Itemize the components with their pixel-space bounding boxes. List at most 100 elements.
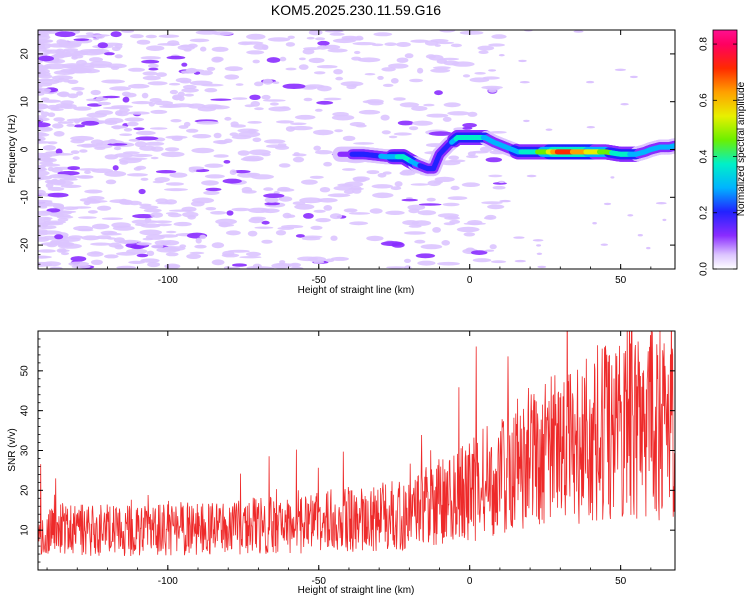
noise-blob [342,168,356,171]
noise-blob [149,98,162,103]
noise-blob [38,132,47,136]
noise-blob [42,145,56,151]
noise-blob [101,79,125,84]
noise-blob [603,202,612,206]
noise-blob [309,175,324,179]
noise-blob [492,185,506,190]
noise-blob [317,198,338,203]
noise-blob [40,111,50,117]
noise-blob [292,153,307,157]
noise-blob [390,78,399,84]
noise-blob [183,121,191,127]
noise-blob [141,92,149,99]
noise-blob [78,168,99,171]
noise-blob [189,251,205,255]
noise-blob [348,212,371,215]
noise-blob [73,124,86,128]
noise-blob [369,208,383,214]
noise-blob [237,41,253,46]
noise-blob [146,45,165,51]
noise-blob [142,75,161,81]
noise-blob [109,86,131,91]
noise-blob [459,30,484,35]
noise-blob [514,259,526,263]
noise-blob [136,253,149,258]
noise-blob [655,202,667,205]
noise-blob [149,127,168,130]
noise-blob [181,206,197,212]
noise-blob [226,210,234,216]
noise-blob [49,266,63,269]
noise-blob [140,56,161,60]
noise-blob [349,122,366,127]
noise-blob [119,133,133,136]
heatmap-xtick-label: 0 [467,275,473,286]
noise-blob [38,222,51,226]
noise-blob [38,255,52,259]
noise-blob [204,88,218,93]
snr-ytick-label: 20 [20,484,31,496]
noise-blob [230,121,239,127]
noise-blob [206,66,216,71]
noise-blob [303,97,313,102]
noise-blob [430,39,449,43]
noise-blob [261,220,270,225]
noise-blob [390,186,402,191]
noise-blob [73,106,92,111]
noise-blob [161,151,185,158]
noise-blob [38,210,53,216]
noise-blob [314,108,323,112]
noise-blob [180,44,190,48]
noise-blob [489,131,507,134]
noise-blob [38,40,53,44]
noise-blob [166,55,186,60]
noise-blob [443,102,461,108]
noise-blob [246,266,264,269]
noise-blob [333,69,343,75]
noise-blob [210,98,232,101]
noise-blob [381,130,391,135]
noise-blob [323,97,342,101]
noise-blob [410,183,429,186]
noise-blob [126,121,139,127]
noise-blob [70,135,95,141]
noise-blob [292,156,305,163]
noise-blob [337,183,351,187]
noise-blob [144,141,165,146]
noise-blob [53,131,65,137]
noise-blob [222,250,235,257]
noise-blob [235,83,244,86]
noise-blob [115,251,138,256]
noise-blob [168,82,181,86]
noise-blob [382,171,392,175]
noise-blob [247,121,262,124]
noise-blob [351,56,362,61]
noise-blob [384,42,397,46]
noise-blob [222,178,242,184]
noise-blob [403,231,426,235]
noise-blob [56,39,66,45]
noise-blob [239,256,262,259]
noise-blob [73,225,94,231]
colorbar-tick-label: 0.0 [699,262,710,276]
noise-blob [426,113,449,118]
noise-blob [87,210,98,214]
noise-blob [211,242,225,249]
noise-blob [343,189,355,194]
noise-blob [76,91,84,96]
noise-blob [330,235,338,241]
noise-blob [128,260,145,264]
noise-blob [486,87,500,91]
noise-blob [262,78,273,85]
noise-blob [329,213,343,220]
noise-blob [518,59,527,63]
noise-blob [499,199,511,203]
noise-blob [310,225,323,230]
noise-blob [269,102,279,106]
noise-blob [121,30,134,33]
noise-blob [84,170,91,174]
noise-blob [171,248,181,252]
noise-blob [71,55,78,60]
noise-blob [83,200,91,206]
noise-blob [301,237,321,241]
